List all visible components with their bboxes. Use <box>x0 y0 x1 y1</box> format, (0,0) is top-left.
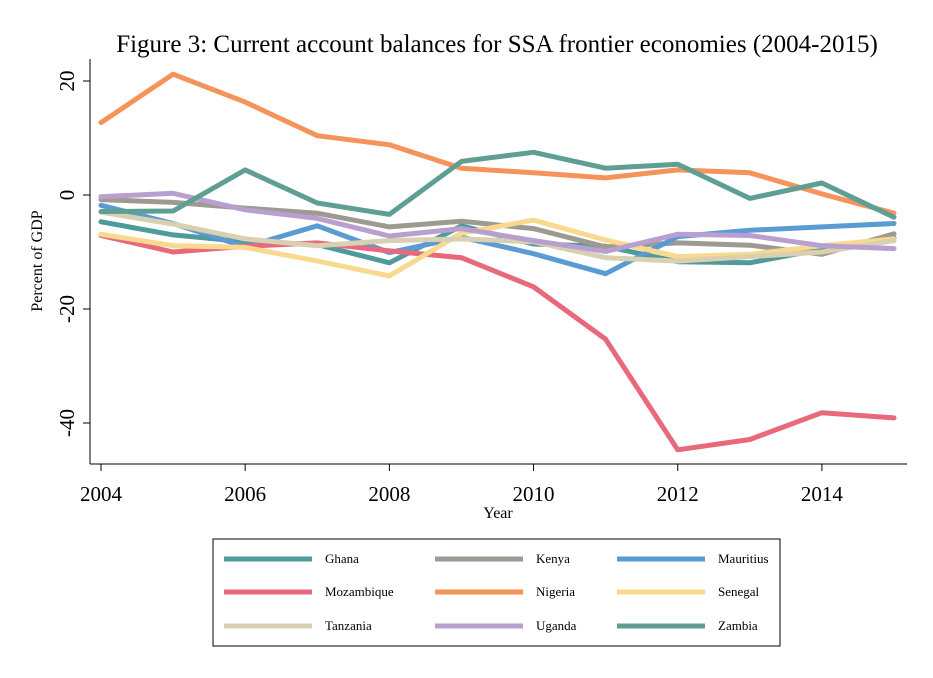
series-lines <box>98 71 897 453</box>
y-tick-label: -20 <box>55 295 79 323</box>
series-line-senegal <box>98 217 897 279</box>
x-tick-label: 2012 <box>657 482 699 506</box>
chart-title: Figure 3: Current account balances for S… <box>116 31 878 58</box>
series-line-tanzania <box>98 209 897 264</box>
legend-label-kenya: Kenya <box>536 551 570 566</box>
legend-label-uganda: Uganda <box>536 618 577 633</box>
series-line-mauritius <box>98 202 897 277</box>
legend-label-nigeria: Nigeria <box>536 584 575 599</box>
y-tick-label: 20 <box>55 71 79 92</box>
legend-items: Ghana Kenya Mauritius Mozambique Nigeria Sene… <box>224 551 769 633</box>
y-axis-label: Percent of GDP <box>29 210 46 311</box>
y-tick-label: 0 <box>55 190 79 201</box>
series-line-zambia <box>98 149 897 220</box>
y-ticks: 20 0 -20 -40 <box>55 71 90 437</box>
y-tick-label: -40 <box>55 409 79 437</box>
x-tick-label: 2008 <box>368 482 410 506</box>
legend-label-senegal: Senegal <box>718 584 760 599</box>
x-ticks: 2004 2006 2008 2010 2012 2014 <box>80 464 843 506</box>
legend-label-mauritius: Mauritius <box>718 551 769 566</box>
legend: Ghana Kenya Mauritius Mozambique Nigeria Sene… <box>212 538 781 647</box>
legend-label-mozambique: Mozambique <box>325 584 394 599</box>
legend-label-ghana: Ghana <box>325 551 359 566</box>
series-line-uganda <box>98 190 897 254</box>
legend-label-tanzania: Tanzania <box>325 618 372 633</box>
x-tick-label: 2004 <box>80 482 123 506</box>
x-tick-label: 2010 <box>513 482 555 506</box>
series-line-nigeria <box>98 71 897 216</box>
x-tick-label: 2014 <box>801 482 844 506</box>
x-axis-label: Year <box>483 505 513 522</box>
legend-label-zambia: Zambia <box>718 618 758 633</box>
plot-area: 2004 2006 2008 2010 2012 2014 20 0 -20 -40 <box>55 59 907 506</box>
x-tick-label: 2006 <box>224 482 266 506</box>
